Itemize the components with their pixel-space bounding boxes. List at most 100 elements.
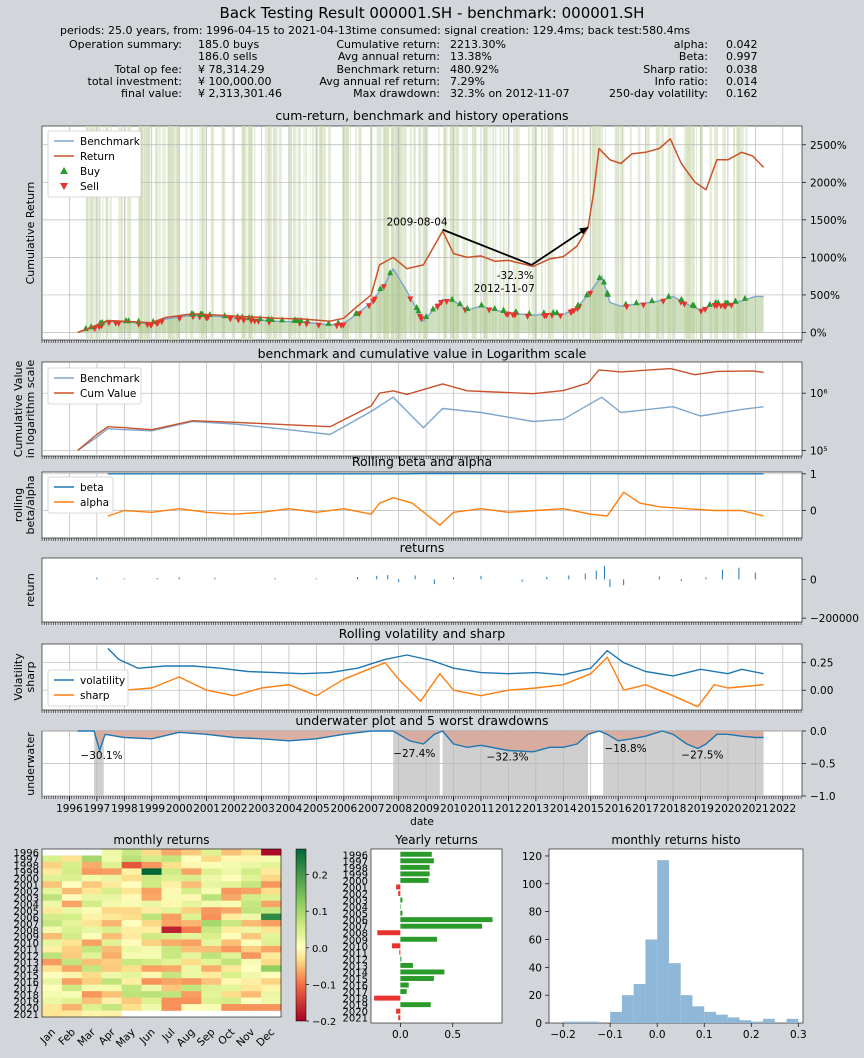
heatmap-cell (42, 874, 63, 882)
operation-band (146, 126, 149, 340)
yearly-row-label: 2004 (343, 903, 368, 914)
y-tick-label: 1000% (810, 252, 847, 264)
panel-title: Rolling beta and alpha (352, 454, 492, 469)
y-tick-label: 0 (810, 574, 817, 586)
legend-label: volatility (80, 675, 125, 687)
heatmap-cell (42, 939, 63, 947)
operation-band (105, 126, 108, 340)
buy-marker (491, 304, 498, 311)
heatmap-cell (161, 900, 182, 908)
operation-band (197, 126, 199, 340)
operation-band (253, 126, 256, 340)
yearly-bar (396, 884, 401, 890)
operation-band (600, 126, 603, 340)
buy-marker (456, 300, 463, 307)
underwater-line (77, 730, 764, 753)
yearly-bar (400, 962, 413, 968)
heatmap-cell (141, 868, 162, 876)
sell-marker (333, 323, 340, 330)
heatmap-cell (81, 881, 103, 889)
yearly-row-label: 2001 (343, 883, 368, 894)
heatmap-cell (61, 900, 83, 908)
heatmap-cell (221, 881, 242, 889)
heatmap-cell (121, 920, 142, 927)
heatmap-cell (81, 887, 103, 895)
yearly-bar (399, 949, 401, 955)
heatmap-cell (61, 978, 83, 985)
x-tick-label: 2018 (660, 803, 687, 815)
operation-band (91, 126, 95, 340)
heatmap-cell (241, 900, 262, 908)
heatmap-col-label: Jan (37, 1026, 58, 1047)
heatmap-cell (181, 952, 202, 960)
operation-band (629, 126, 632, 340)
operation-band (172, 126, 176, 340)
heatmap-cell (141, 971, 162, 979)
y-axis-label: rolling (12, 488, 25, 522)
heatmap-cell (181, 971, 202, 979)
heatmap-cell (201, 855, 222, 863)
operation-band (189, 126, 194, 340)
heatmap-cell (121, 945, 142, 953)
operation-band (129, 126, 132, 340)
heatmap-cell (201, 939, 222, 947)
heatmap-cell (241, 849, 262, 856)
heatmap-cell (181, 868, 202, 876)
histo-bar (645, 939, 658, 1023)
heatmap-cell (201, 926, 222, 934)
heatmap-cell (241, 868, 262, 876)
heatmap-cell (241, 978, 262, 985)
heatmap-cell (221, 894, 242, 901)
x-tick-label: 2000 (166, 803, 193, 815)
y-tick-label: 0 (535, 1018, 542, 1030)
drawdown-label: −30.1% (80, 750, 122, 762)
heatmap-cell (201, 997, 222, 1005)
heatmap-row-label: 2009 (14, 932, 39, 943)
histo-bar (657, 860, 669, 1023)
heatmap-cell (181, 965, 202, 973)
heatmap-cell (221, 939, 242, 947)
heatmap-cell (241, 997, 262, 1005)
heatmap-cell (121, 855, 142, 863)
operation-band (655, 126, 657, 340)
operation-band (97, 126, 101, 340)
heatmap-cell (81, 868, 103, 876)
operation-band (418, 126, 420, 340)
yearly-bar (396, 1008, 401, 1014)
summary-label: Operation summary: (68, 38, 182, 51)
heatmap-row-label: 2018 (14, 990, 39, 1001)
histo-bar (715, 1014, 728, 1023)
y-tick-label: 80 (529, 907, 542, 919)
heatmap-cell (61, 997, 83, 1005)
sell-marker (235, 317, 242, 324)
heatmap-row-label: 2016 (14, 977, 39, 988)
heatmap-cell (42, 991, 63, 998)
operation-band (120, 126, 123, 340)
heatmap-cell (201, 849, 222, 856)
legend-buy-marker (60, 167, 68, 174)
operation-band (502, 126, 505, 340)
heatmap-row-label: 2020 (14, 1003, 39, 1014)
heatmap-cell (241, 971, 262, 979)
operation-band (142, 126, 143, 340)
buy-marker (691, 302, 698, 309)
heatmap-cell (101, 971, 122, 979)
sell-marker (443, 299, 450, 306)
sell-marker (486, 307, 493, 314)
heatmap-cell (42, 958, 63, 966)
sell-marker (568, 309, 575, 316)
heatmap-cell (201, 874, 222, 882)
heatmap-cell (201, 933, 222, 940)
heatmap-cell (61, 926, 83, 934)
operation-band (462, 126, 466, 340)
operation-band (733, 126, 735, 340)
panel-title: cum-return, benchmark and history operat… (275, 108, 568, 123)
operation-band (199, 126, 200, 340)
heatmap-cell (181, 978, 202, 985)
heatmap-cell (61, 984, 83, 992)
heatmap-cell (261, 868, 282, 876)
summary-value: ¥ 2,313,301.46 (198, 87, 282, 101)
heatmap-cell (161, 849, 182, 856)
heatmap-cell (101, 952, 122, 960)
heatmap-cell (81, 958, 103, 966)
